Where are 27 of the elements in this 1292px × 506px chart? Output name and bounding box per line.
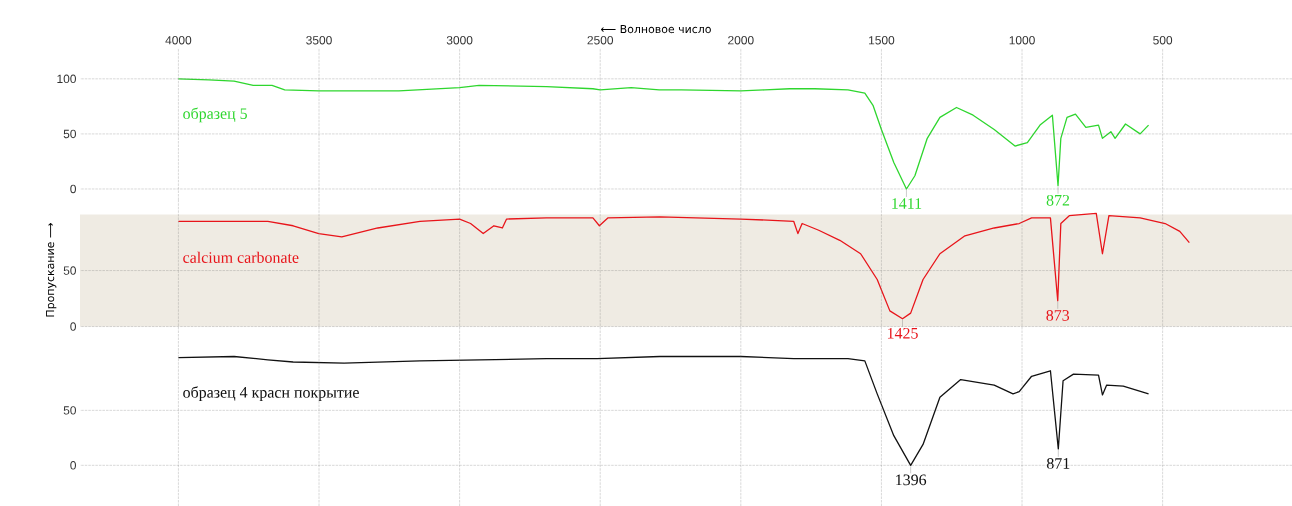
annotation: 871 (1046, 458, 1070, 469)
x-tick-label: 2500 (587, 36, 614, 45)
x-tick-label: 1500 (869, 36, 895, 45)
y-tick-label: 50 (63, 129, 76, 139)
series-label: образец 4 красн покрытие (183, 386, 359, 401)
annotation: 872 (1046, 194, 1070, 206)
annotation: 873 (1046, 310, 1070, 321)
y-tick-label: 0 (70, 184, 76, 194)
y-tick-label: 50 (63, 266, 76, 275)
x-tick-label: 1000 (1009, 36, 1035, 45)
series-label: calcium carbonate (183, 251, 299, 263)
x-tick-label: 500 (1153, 36, 1173, 45)
x-tick-label: 3500 (306, 36, 332, 45)
annotation: 1411 (892, 198, 922, 209)
line-series (177, 212, 1190, 320)
y-tick-label: 100 (57, 74, 76, 84)
y-tick-label: 50 (63, 406, 76, 415)
annotation: 1396 (896, 474, 927, 486)
series-label: образец 5 (183, 107, 247, 123)
y-axis-title: Пропускание ⟶ (46, 222, 57, 317)
y-tick-label: 0 (70, 461, 76, 470)
x-axis-title: ⟵ Волновое число (601, 25, 711, 34)
x-tick-label: 4000 (165, 36, 192, 45)
x-tick-label: 3000 (446, 36, 473, 45)
x-tick-label: 2000 (728, 36, 754, 45)
annotation: 1425 (887, 327, 918, 339)
y-tick-label: 0 (70, 322, 76, 331)
